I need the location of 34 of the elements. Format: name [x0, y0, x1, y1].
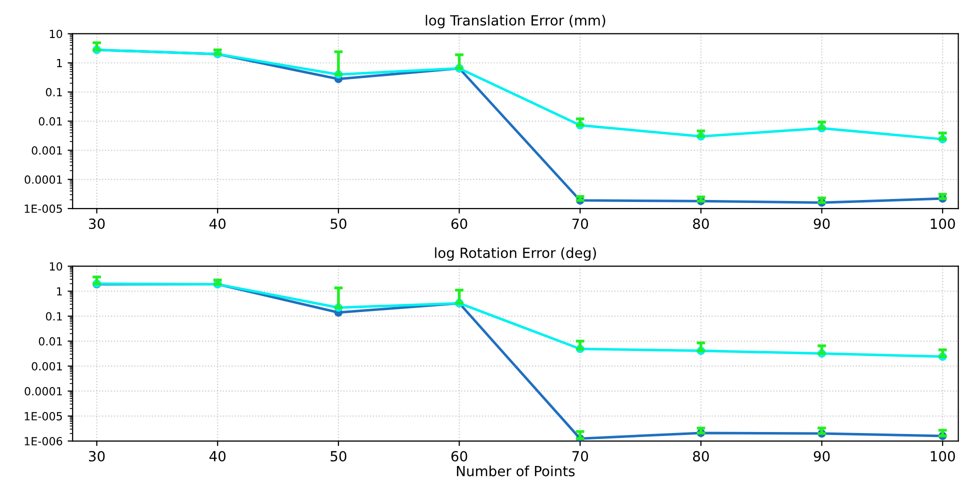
y-tick-label: 0.1	[46, 88, 62, 96]
y-tick-label: 0.01	[38, 117, 62, 126]
x-tick-label: 100	[930, 218, 955, 230]
y-tick-label: 1E-005	[24, 412, 62, 420]
y-tick-label: 0.0001	[24, 175, 62, 184]
x-tick-label: 60	[451, 450, 468, 462]
x-tick-label: 70	[572, 218, 588, 230]
x-tick-label: 50	[330, 450, 346, 462]
x-tick-label: 40	[209, 218, 226, 230]
y-tick-label: 0.001	[32, 146, 62, 155]
x-tick-label: 30	[88, 218, 105, 230]
x-axis-title: Number of Points	[456, 466, 575, 476]
y-tick-label: 1	[57, 58, 62, 68]
chart-title: log Translation Error (mm)	[426, 14, 606, 28]
y-tick-label: 10	[50, 30, 62, 38]
y-tick-label: 0.01	[38, 337, 62, 346]
x-tick-label: 40	[209, 450, 226, 462]
x-tick-label: 90	[814, 450, 830, 462]
x-tick-label: 90	[814, 218, 830, 230]
chart-title: log Rotation Error (deg)	[435, 247, 596, 261]
y-tick-label: 0.1	[46, 312, 62, 321]
x-tick-label: 80	[693, 218, 709, 230]
x-tick-label: 30	[88, 450, 105, 462]
y-tick-label: 1E-005	[24, 204, 62, 213]
x-tick-label: 70	[572, 450, 588, 462]
y-tick-label: 0.0001	[24, 387, 62, 396]
y-tick-label: 1E-006	[24, 437, 62, 446]
x-tick-label: 60	[451, 218, 468, 230]
x-tick-label: 100	[930, 450, 955, 462]
x-tick-label: 50	[330, 218, 346, 230]
x-tick-label: 80	[693, 450, 709, 462]
y-tick-label: 0.001	[32, 362, 62, 370]
y-tick-label: 10	[50, 262, 62, 271]
y-tick-label: 1	[57, 287, 62, 296]
